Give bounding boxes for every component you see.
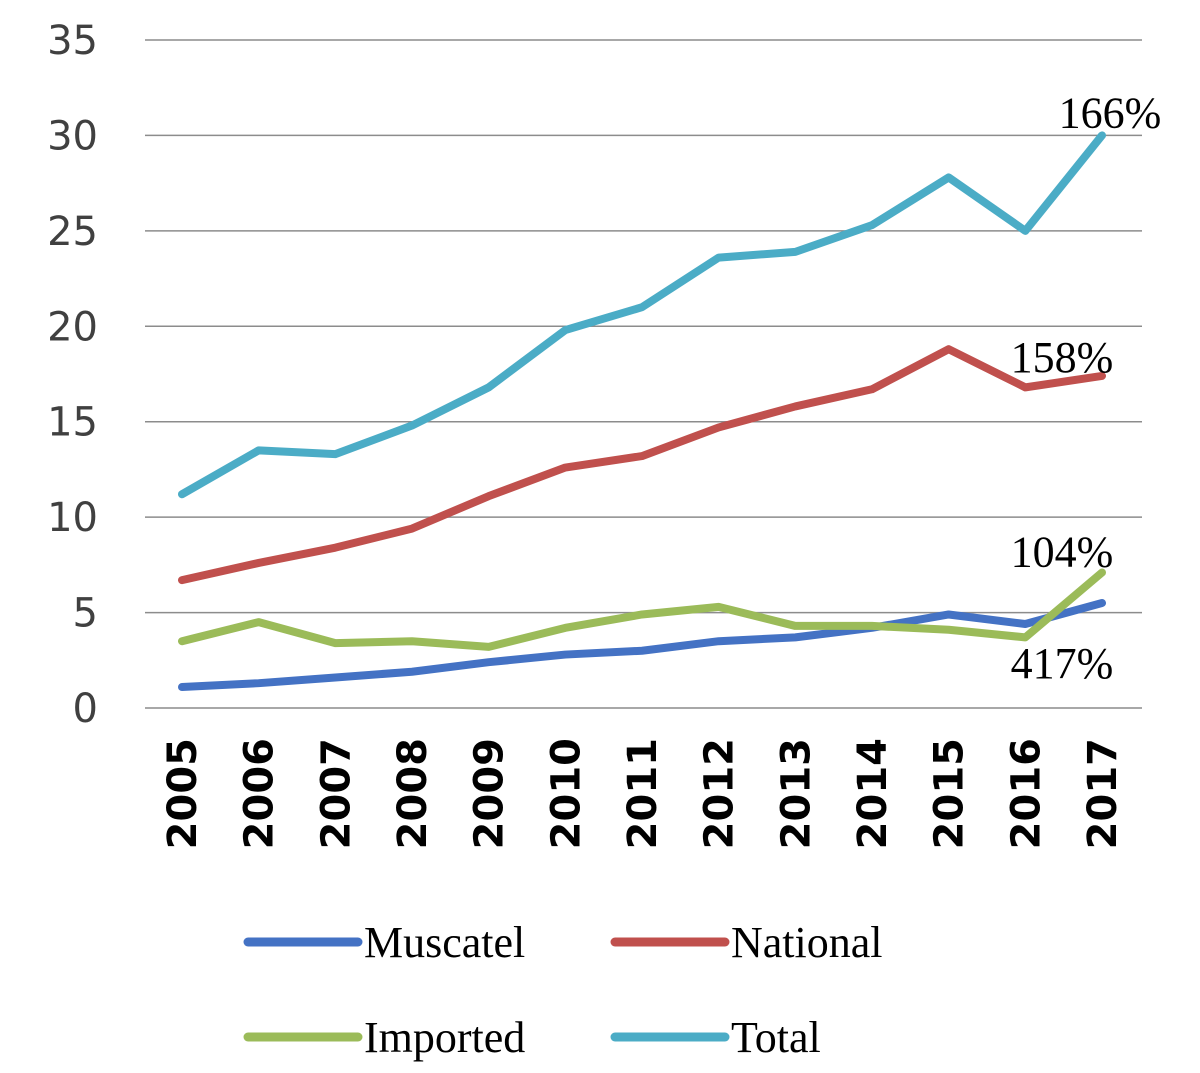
- x-tick-label: 2012: [697, 738, 743, 849]
- series-line-imported: [178, 568, 1106, 651]
- y-tick-label: 10: [47, 495, 98, 541]
- series-line-muscatel: [178, 599, 1106, 692]
- series-line-total: [178, 131, 1106, 499]
- legend-label-national: National: [731, 918, 883, 967]
- annotation-national: 158%: [1011, 333, 1114, 382]
- x-tick-label: 2008: [390, 738, 436, 849]
- y-tick-label: 35: [47, 18, 98, 64]
- annotation-muscatel: 417%: [1011, 639, 1114, 688]
- y-tick-label: 15: [47, 400, 98, 446]
- y-tick-label: 5: [73, 591, 98, 637]
- y-tick-label: 30: [47, 113, 98, 159]
- x-tick-label: 2005: [160, 738, 206, 849]
- x-tick-label: 2007: [313, 738, 359, 849]
- x-tick-label: 2006: [237, 738, 283, 849]
- x-tick-label: 2010: [543, 738, 589, 849]
- x-tick-label: 2013: [773, 738, 819, 849]
- x-tick-label: 2015: [927, 738, 973, 849]
- legend-label-imported: Imported: [364, 1013, 525, 1062]
- series-lines: [178, 131, 1106, 692]
- legend-label-total: Total: [731, 1013, 821, 1062]
- gridlines: [145, 39, 1142, 709]
- x-tick-label: 2016: [1003, 738, 1049, 849]
- x-tick-label: 2017: [1080, 738, 1126, 849]
- annotation-imported: 104%: [1011, 527, 1114, 576]
- x-tick-label: 2009: [467, 738, 513, 849]
- legend: Muscatel National Imported Total: [243, 918, 883, 1062]
- annotations: 166% 158% 104% 417%: [1011, 88, 1162, 688]
- y-tick-label: 20: [47, 304, 98, 350]
- x-tick-label: 2014: [850, 738, 896, 849]
- y-tick-label: 25: [47, 209, 98, 255]
- legend-label-muscatel: Muscatel: [364, 918, 525, 967]
- y-tick-label: 0: [73, 686, 98, 732]
- y-axis-ticks: 0 5 10 15 20 25 30 35: [47, 18, 98, 732]
- annotation-total: 166%: [1059, 88, 1162, 137]
- series-line-national: [178, 345, 1106, 585]
- x-axis-ticks: 2005 2006 2007 2008 2009 2010 2011 2012 2013 2014…: [160, 738, 1126, 849]
- x-tick-label: 2011: [620, 738, 666, 849]
